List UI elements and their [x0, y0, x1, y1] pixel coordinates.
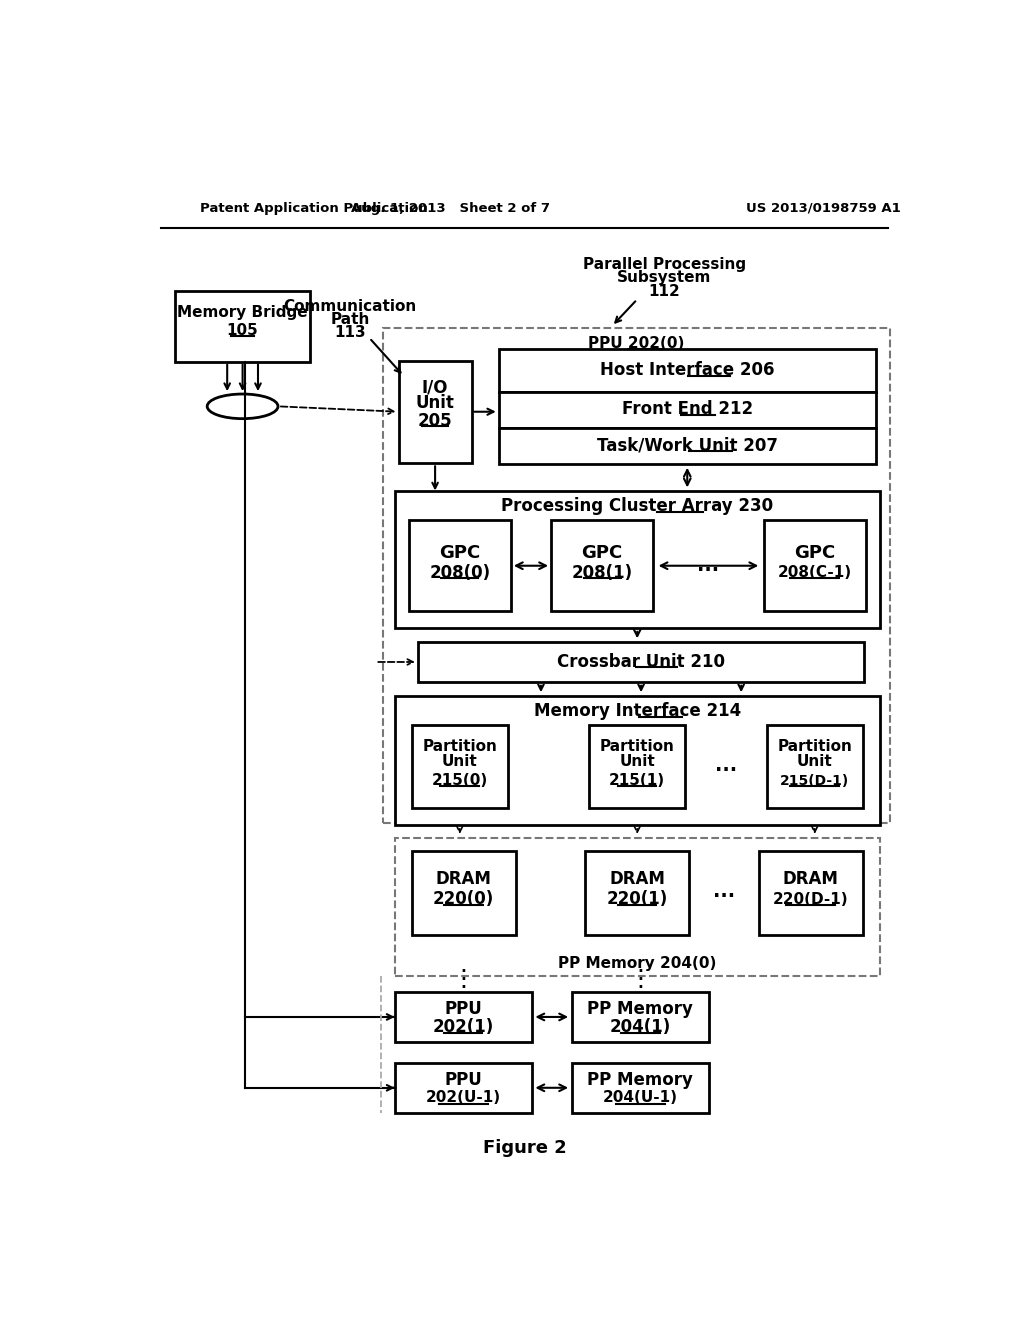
Text: 220(0): 220(0)	[433, 890, 495, 908]
Text: Host Interface 206: Host Interface 206	[600, 362, 774, 379]
Bar	[398, 360, 472, 462]
Text: 204(1): 204(1)	[609, 1018, 671, 1036]
Bar	[394, 696, 880, 825]
Text: 204(U-1): 204(U-1)	[603, 1090, 678, 1105]
Text: DRAM: DRAM	[435, 870, 492, 888]
Text: GPC: GPC	[439, 544, 480, 561]
Text: 205: 205	[418, 412, 453, 430]
Text: Patent Application Publication: Patent Application Publication	[200, 202, 428, 215]
Bar	[571, 993, 709, 1043]
Text: GPC: GPC	[794, 544, 836, 561]
Text: Aug. 1, 2013   Sheet 2 of 7: Aug. 1, 2013 Sheet 2 of 7	[350, 202, 550, 215]
Bar	[412, 725, 508, 808]
Text: 215(D-1): 215(D-1)	[780, 774, 849, 788]
Bar	[759, 851, 863, 935]
Text: 112: 112	[648, 284, 680, 300]
Text: 208(C-1): 208(C-1)	[777, 565, 852, 581]
Text: .: .	[636, 969, 644, 993]
Text: DRAM: DRAM	[609, 870, 666, 888]
Text: Path: Path	[331, 312, 370, 327]
Text: Subsystem: Subsystem	[617, 271, 712, 285]
Bar	[383, 327, 890, 822]
Text: .: .	[636, 953, 644, 977]
Text: .: .	[459, 969, 467, 993]
Bar	[409, 520, 511, 611]
Text: Memory Interface 214: Memory Interface 214	[534, 702, 740, 721]
Text: Unit: Unit	[442, 754, 477, 768]
Text: Partition: Partition	[422, 739, 498, 754]
Bar	[499, 428, 876, 465]
Text: Communication: Communication	[284, 298, 417, 314]
Text: ...: ...	[713, 882, 735, 902]
Text: US 2013/0198759 A1: US 2013/0198759 A1	[746, 202, 901, 215]
Text: Front End 212: Front End 212	[622, 400, 753, 418]
Bar	[767, 725, 863, 808]
Text: 202(1): 202(1)	[432, 1018, 494, 1036]
Text: Partition: Partition	[777, 739, 852, 754]
Text: 220(D-1): 220(D-1)	[773, 891, 849, 907]
Bar	[394, 838, 880, 977]
Text: 215(1): 215(1)	[609, 774, 666, 788]
Text: Unit: Unit	[416, 395, 455, 412]
Text: Figure 2: Figure 2	[483, 1139, 566, 1156]
Bar	[412, 851, 515, 935]
Text: 215(0): 215(0)	[431, 774, 487, 788]
Text: Unit: Unit	[620, 754, 655, 768]
Text: Unit: Unit	[797, 754, 833, 768]
Text: .: .	[636, 961, 644, 985]
Text: GPC: GPC	[582, 544, 623, 561]
Text: ...: ...	[715, 755, 737, 775]
Text: 220(1): 220(1)	[606, 890, 668, 908]
Bar	[499, 350, 876, 392]
Text: DRAM: DRAM	[783, 870, 839, 888]
Text: .: .	[459, 961, 467, 985]
Bar	[499, 392, 876, 428]
Text: 113: 113	[334, 325, 366, 341]
Bar	[394, 993, 531, 1043]
Text: Crossbar Unit 210: Crossbar Unit 210	[557, 653, 725, 671]
Ellipse shape	[207, 393, 278, 418]
Bar	[571, 1063, 709, 1113]
Text: PP Memory 204(0): PP Memory 204(0)	[558, 956, 717, 970]
Text: PP Memory: PP Memory	[588, 1001, 693, 1018]
Text: 208(1): 208(1)	[571, 564, 633, 582]
Text: 202(U-1): 202(U-1)	[426, 1090, 501, 1105]
Text: Processing Cluster Array 230: Processing Cluster Array 230	[501, 498, 773, 515]
Text: PPU 202(0): PPU 202(0)	[588, 335, 685, 351]
Bar	[394, 491, 880, 628]
Text: 208(0): 208(0)	[429, 564, 490, 582]
Text: Memory Bridge: Memory Bridge	[177, 305, 308, 319]
Bar	[589, 725, 685, 808]
Text: Partition: Partition	[600, 739, 675, 754]
Text: PPU: PPU	[444, 1071, 482, 1089]
Bar	[586, 851, 689, 935]
Text: ...: ...	[697, 556, 720, 576]
Bar	[551, 520, 653, 611]
Text: PPU: PPU	[444, 1001, 482, 1018]
Bar	[175, 290, 310, 362]
Text: Task/Work Unit 207: Task/Work Unit 207	[597, 437, 778, 454]
Bar	[764, 520, 866, 611]
Bar	[394, 1063, 531, 1113]
Text: Parallel Processing: Parallel Processing	[583, 257, 745, 272]
Text: PP Memory: PP Memory	[588, 1071, 693, 1089]
Text: I/O: I/O	[422, 379, 449, 397]
Bar	[418, 642, 864, 682]
Text: 105: 105	[226, 323, 258, 338]
Text: .: .	[459, 953, 467, 977]
